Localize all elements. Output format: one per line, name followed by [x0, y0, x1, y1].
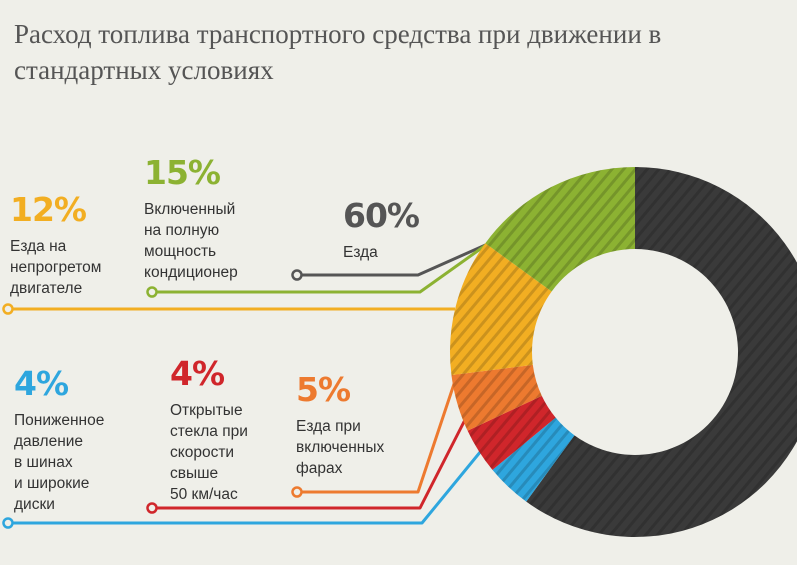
label-cold-engine: 12% Езда на непрогретом двигателе	[10, 192, 101, 299]
pct-ac: 15%	[144, 153, 221, 192]
desc-ac: Включенный на полную мощность кондиционе…	[144, 201, 238, 281]
leader-dot-cold_engine	[2, 303, 14, 315]
leader-dot-lights	[291, 486, 303, 498]
slice-texture-lights	[451, 364, 542, 431]
pct-windows: 4%	[170, 354, 225, 393]
pct-lights: 5%	[296, 370, 351, 409]
pct-driving: 60%	[343, 196, 420, 235]
chart-title: Расход топлива транспортного средства пр…	[14, 19, 662, 85]
pct-tires: 4%	[14, 364, 69, 403]
desc-cold-engine: Езда на непрогретом двигателе	[10, 238, 102, 297]
desc-windows: Открытые стекла при скорости свыше 50 км…	[170, 402, 248, 503]
slice-texture-driving	[526, 167, 797, 537]
desc-lights: Езда при включенных фарах	[296, 418, 385, 477]
slice-texture-cold_engine	[450, 243, 552, 376]
leader-line-ac	[152, 233, 501, 294]
slice-texture-tires	[492, 417, 575, 502]
slice-texture-windows	[467, 395, 556, 470]
pct-cold-engine: 12%	[10, 190, 87, 229]
leader-dot-ac	[146, 286, 158, 298]
leader-line-tires	[8, 439, 492, 525]
leader-dot-windows	[146, 502, 158, 514]
leader-line-lights	[297, 371, 460, 494]
label-tires: 4% Пониженное давление в шинах и широкие…	[14, 366, 104, 515]
desc-tires: Пониженное давление в шинах и широкие ди…	[14, 412, 105, 513]
desc-driving: Езда	[343, 244, 378, 261]
label-windows: 4% Открытые стекла при скорости свыше 50…	[170, 356, 248, 505]
slice-texture-ac	[485, 167, 635, 292]
label-driving: 60% Езда	[343, 196, 420, 263]
label-lights: 5% Езда при включенных фарах	[296, 372, 384, 479]
leader-line-windows	[152, 409, 472, 510]
leader-dot-tires	[2, 517, 14, 529]
label-ac: 15% Включенный на полную мощность кондиц…	[144, 155, 238, 283]
leader-dot-driving	[291, 269, 303, 281]
